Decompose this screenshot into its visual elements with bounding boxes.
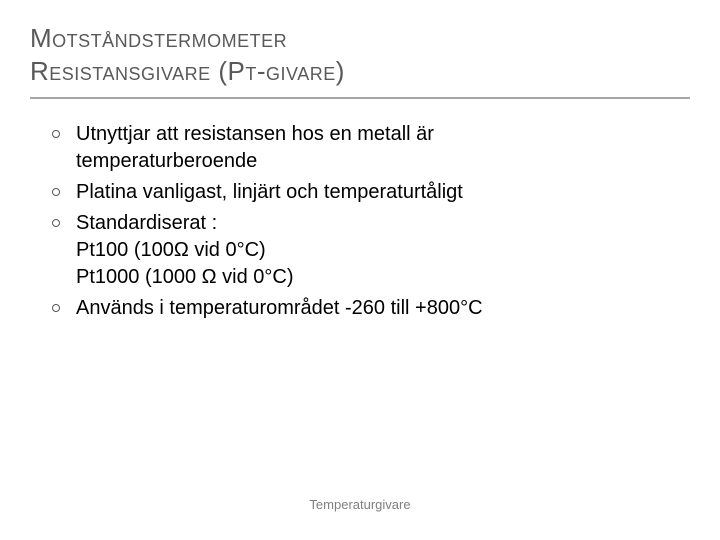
list-item-text: Utnyttjar att resistansen hos en metall …: [76, 121, 684, 148]
list-item-text: Pt100 (100Ω vid 0°C): [76, 237, 684, 264]
title-line-2: Resistansgivare (Pt-givare): [30, 55, 690, 88]
slide-title: Motståndstermometer Resistansgivare (Pt-…: [30, 22, 690, 99]
list-item-text: Används i temperaturområdet -260 till +8…: [76, 295, 684, 322]
bullet-list: Utnyttjar att resistansen hos en metall …: [48, 121, 684, 322]
list-item-text: temperaturberoende: [76, 148, 684, 175]
slide: Motståndstermometer Resistansgivare (Pt-…: [0, 0, 720, 540]
list-item-text: Standardiserat :: [76, 210, 684, 237]
list-item: Standardiserat : Pt100 (100Ω vid 0°C) Pt…: [48, 210, 684, 291]
list-item: Platina vanligast, linjärt och temperatu…: [48, 179, 684, 206]
list-item: Används i temperaturområdet -260 till +8…: [48, 295, 684, 322]
list-item: Utnyttjar att resistansen hos en metall …: [48, 121, 684, 175]
footer-text: Temperaturgivare: [0, 497, 720, 512]
list-item-text: Pt1000 (1000 Ω vid 0°C): [76, 264, 684, 291]
title-line-1: Motståndstermometer: [30, 22, 690, 55]
list-item-text: Platina vanligast, linjärt och temperatu…: [76, 179, 684, 206]
